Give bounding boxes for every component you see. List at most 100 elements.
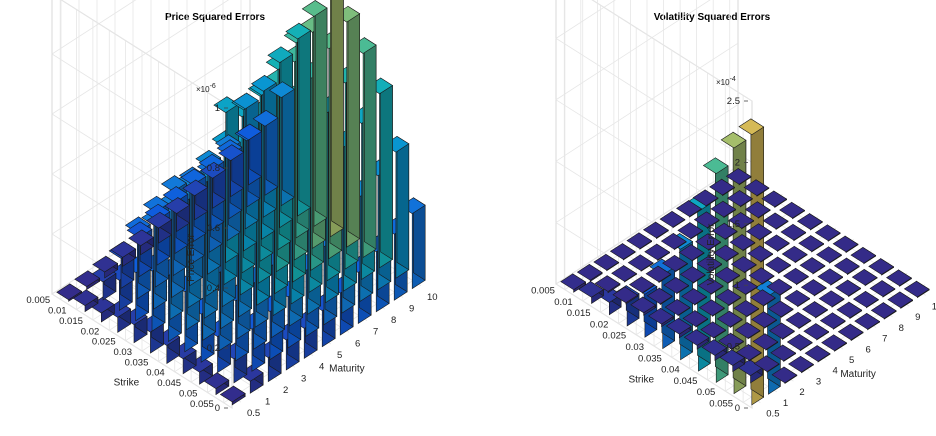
strike-tick-label: 0.04 (661, 365, 680, 376)
strike-tick-label: 0.055 (190, 399, 214, 410)
bar (682, 310, 709, 328)
bar (593, 253, 620, 272)
bar (626, 232, 653, 250)
bar (767, 300, 794, 319)
maturity-axis-label: Maturity (329, 364, 365, 375)
bar (729, 233, 756, 252)
bar (252, 109, 279, 196)
strike-tick-label: 0.04 (146, 368, 165, 379)
strike-tick-label: 0.025 (92, 337, 116, 348)
bar (128, 229, 155, 256)
maturity-tick-label: 10 (427, 292, 438, 303)
maturity-tick-label: 1 (265, 397, 270, 408)
bar (765, 256, 792, 275)
bar (803, 323, 830, 341)
bar (730, 255, 757, 274)
z-tick-label: 0.6 (207, 223, 220, 234)
bar (836, 301, 863, 320)
bar (728, 211, 755, 230)
maturity-tick-label: 5 (337, 350, 342, 361)
bar (800, 279, 827, 297)
bar (677, 222, 704, 240)
strike-tick-label: 0.03 (626, 342, 645, 353)
bar (786, 333, 813, 352)
bar (766, 278, 793, 297)
strike-tick-label: 0.02 (81, 326, 100, 337)
bar (56, 283, 83, 302)
bar (796, 213, 823, 231)
maturity-tick-label: 5 (849, 355, 854, 366)
z-axis-label: Volatility Error (706, 223, 717, 285)
bar (744, 201, 771, 219)
bar (696, 255, 723, 273)
strike-tick-label: 0.035 (125, 357, 149, 368)
strike-tick-label: 0.015 (567, 308, 591, 319)
bar (72, 289, 99, 313)
z-tick-label: 0.8 (207, 163, 220, 174)
bar (748, 267, 775, 285)
bar (782, 267, 809, 286)
bar (833, 257, 860, 276)
bar (770, 344, 797, 363)
z-tick-label: 2.5 (727, 96, 740, 107)
bar (735, 343, 762, 362)
strike-tick-label: 0.055 (709, 398, 733, 409)
bar (560, 273, 587, 293)
bar (642, 221, 669, 240)
bar (285, 22, 312, 217)
bar (663, 276, 690, 295)
bar (219, 385, 246, 406)
strike-tick-label: 0.05 (697, 387, 716, 398)
bar (719, 349, 746, 373)
maturity-tick-label: 3 (816, 376, 821, 387)
maturity-tick-label: 6 (866, 344, 871, 355)
bar (798, 235, 825, 253)
bar (818, 290, 845, 308)
bar (628, 276, 655, 294)
bar (718, 332, 744, 351)
z-tick-label: 1 (735, 280, 740, 291)
bar (367, 77, 394, 269)
bar (869, 280, 896, 298)
bar (821, 334, 848, 352)
bar (578, 280, 604, 305)
bar (200, 161, 227, 209)
bar (781, 245, 808, 264)
chart-title: Volatility Squared Errors (654, 12, 771, 23)
z-axis-label: Price Error (186, 233, 197, 281)
bar (609, 243, 636, 261)
bar (236, 123, 263, 186)
bar (732, 277, 758, 296)
bar (644, 243, 671, 262)
bar (868, 258, 895, 276)
z-tick-label: 1 (215, 103, 220, 114)
bar (784, 289, 811, 308)
maturity-tick-label: 2 (799, 387, 804, 398)
maturity-tick-label: 6 (355, 338, 360, 349)
bar (627, 254, 654, 272)
bar (182, 179, 209, 221)
z-tick-label: 0 (735, 403, 740, 414)
bar (768, 322, 795, 341)
bar (733, 299, 760, 318)
bar (218, 144, 245, 198)
z-tick-label: 0.4 (207, 283, 220, 294)
volatility-errors-panel: Volatility Squared Errors 0 0.5 1 1.5 2 2.5 ×10… (531, 0, 936, 420)
maturity-tick-label: 10 (932, 301, 936, 312)
bar (751, 311, 778, 329)
bar (695, 233, 722, 251)
strike-tick-label: 0.02 (590, 319, 609, 330)
bar (771, 366, 798, 385)
maturity-tick-label: 7 (373, 327, 378, 338)
strike-tick-label: 0.05 (179, 388, 198, 399)
bar (814, 224, 841, 242)
bar (749, 289, 776, 307)
maturity-tick-label: 0.5 (247, 408, 260, 419)
bar (187, 355, 214, 385)
strike-tick-label: 0.01 (554, 297, 573, 308)
strike-tick-label: 0.035 (638, 353, 662, 364)
bar (850, 246, 877, 265)
bar (852, 290, 879, 309)
bar (334, 5, 361, 248)
bar (676, 200, 702, 218)
